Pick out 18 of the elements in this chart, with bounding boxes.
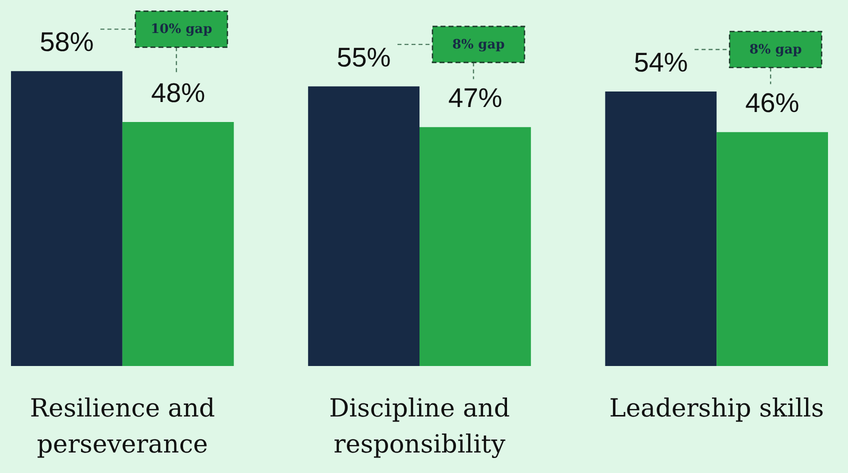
- x-tick-label: Resilience and perseverance: [30, 394, 215, 458]
- data-label: 46%: [745, 88, 800, 118]
- data-label: 55%: [336, 42, 391, 72]
- annotation: 10% gap: [150, 22, 212, 38]
- bar: [420, 127, 531, 366]
- bar: [605, 92, 717, 366]
- bar: [716, 132, 828, 366]
- bar: [11, 71, 122, 366]
- annotation: 8% gap: [749, 42, 802, 58]
- data-label: 48%: [151, 78, 206, 108]
- x-tick-label: Leadership skills: [609, 394, 824, 422]
- data-label: 54%: [634, 48, 688, 78]
- data-label: 58%: [40, 27, 94, 58]
- x-tick-label: Discipline and responsibility: [329, 394, 510, 458]
- bar: [308, 86, 420, 366]
- annotation: 8% gap: [452, 37, 505, 52]
- data-label: 47%: [448, 83, 502, 114]
- bar: [122, 122, 234, 366]
